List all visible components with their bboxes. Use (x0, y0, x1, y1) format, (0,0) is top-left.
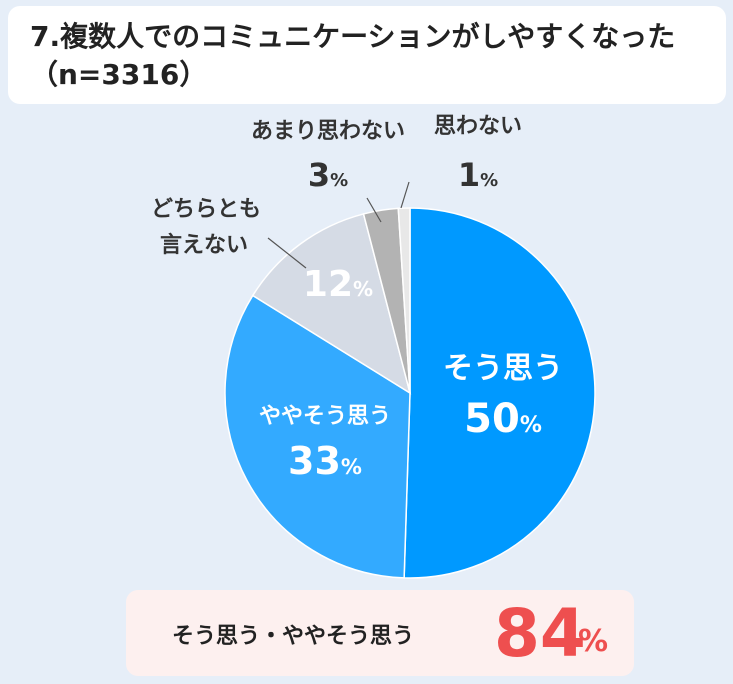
slice-percent-3: 12% (303, 264, 373, 305)
slice-label-3: どちらとも (151, 197, 261, 222)
slice-label-3: 言えない (160, 232, 248, 258)
pie-slice-1 (403, 207, 596, 579)
slice-percent-1: 50% (464, 396, 542, 442)
leader-line-2 (366, 197, 382, 223)
slice-percent-4: 3% (308, 156, 348, 194)
chart-title: 7.複数人でのコミュニケーションがしやすくなった（n=3316） (30, 20, 676, 91)
leader-line-1 (267, 237, 307, 269)
slice-label-4: あまり思わない (251, 119, 405, 144)
leader-line-3 (400, 181, 410, 209)
slice-label-1: そう思う (443, 351, 563, 386)
pie-slice-2 (224, 294, 411, 579)
pie-slice-5 (397, 207, 411, 394)
summary-box: そう思う・ややそう思う 84 % (126, 590, 634, 676)
slice-percent-5: 1% (458, 156, 498, 194)
summary-value: 84 (494, 595, 586, 672)
title-box: 7.複数人でのコミュニケーションがしやすくなった（n=3316） (8, 6, 726, 104)
slice-label-5: 思わない (434, 114, 522, 139)
summary-unit: % (578, 624, 609, 659)
slice-label-2: ややそう思う (259, 404, 391, 429)
slice-percent-2: 33% (288, 439, 362, 483)
summary-label: そう思う・ややそう思う (172, 624, 415, 649)
pie-slice-3 (251, 213, 412, 395)
